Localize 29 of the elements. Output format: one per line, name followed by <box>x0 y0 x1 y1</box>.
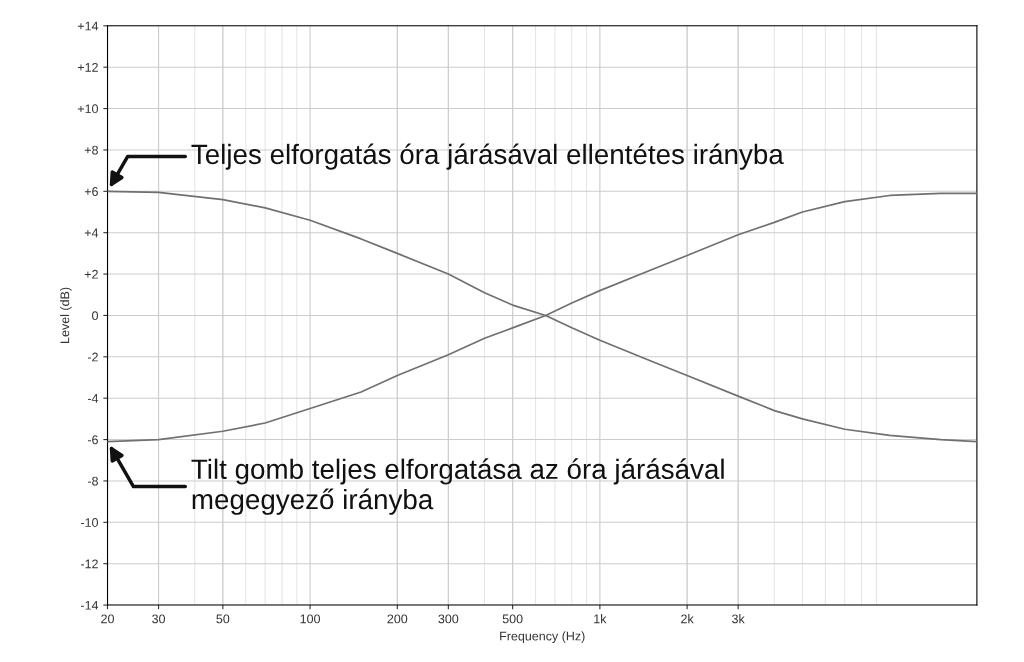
y-tick-label: -4 <box>87 394 99 403</box>
y-tick-label: -10 <box>80 518 99 527</box>
annotation: Teljes elforgatás óra járásával ellentétes irányba <box>191 143 784 170</box>
x-axis-title: Frequency (Hz) <box>500 631 585 643</box>
x-tick-label: 20 <box>101 614 114 624</box>
y-tick-label: 0 <box>92 311 98 321</box>
x-tick-label: 300 <box>438 614 459 624</box>
x-tick-label: 3k <box>732 614 745 624</box>
y-tick-label: -12 <box>80 559 98 569</box>
x-tick-label: 50 <box>216 614 230 624</box>
y-tick-label: +12 <box>77 62 98 72</box>
y-axis-title: Level (dB) <box>60 287 72 343</box>
x-tick-label: 1k <box>594 614 607 624</box>
y-tick-label: -8 <box>87 476 98 486</box>
x-tick-label: 30 <box>152 614 166 624</box>
y-tick-label: -14 <box>80 601 99 610</box>
x-tick-label: 2k <box>681 614 694 624</box>
x-tick-label: 200 <box>387 614 408 624</box>
y-tick-label: -2 <box>87 352 98 362</box>
y-tick-label: +14 <box>77 21 99 31</box>
y-tick-label: +6 <box>84 187 98 196</box>
y-tick-label: +8 <box>84 145 98 155</box>
y-tick-label: +4 <box>84 228 99 238</box>
y-tick-label: +2 <box>84 269 98 279</box>
y-tick-label: +10 <box>77 104 98 114</box>
x-tick-label: 500 <box>502 614 523 624</box>
y-tick-label: -6 <box>87 435 98 445</box>
annotation: Tilt gomb teljes elforgatása az óra járásával megegyező irányba <box>191 458 724 515</box>
x-tick-label: 100 <box>300 614 321 624</box>
